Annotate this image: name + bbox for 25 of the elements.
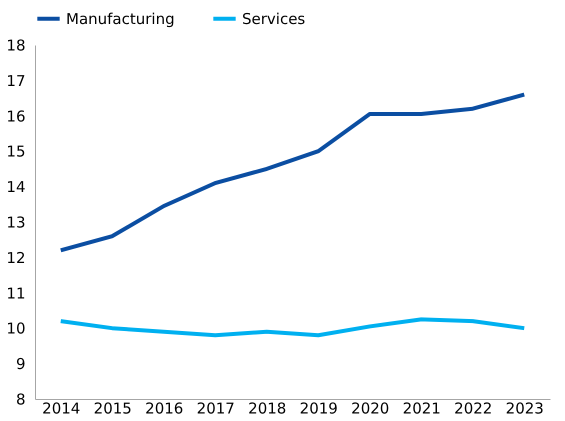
x-tick-label: 2016: [145, 400, 184, 418]
x-tick-label: 2020: [351, 400, 390, 418]
legend-label: Services: [242, 10, 306, 28]
y-tick-label: 18: [6, 36, 26, 54]
x-tick-label: 2015: [94, 400, 132, 418]
y-tick-label: 14: [6, 178, 26, 196]
x-tick-label: 2021: [402, 400, 441, 418]
y-tick-label: 8: [16, 390, 26, 408]
y-tick-label: 10: [6, 320, 26, 338]
x-tick-label: 2022: [454, 400, 492, 418]
x-tick-label: 2017: [196, 400, 235, 418]
line-series: [58, 317, 526, 338]
y-tick-label: 17: [6, 72, 26, 90]
x-tick-label: 2014: [42, 400, 80, 418]
x-tick-label: 2023: [506, 400, 544, 418]
y-tick-label: 13: [6, 214, 26, 232]
y-tick-label: 15: [6, 142, 26, 161]
y-tick-label: 16: [6, 107, 26, 126]
line-series: [58, 92, 526, 252]
y-tick-label: 9: [16, 355, 26, 374]
y-tick-label: 12: [6, 248, 26, 267]
x-tick-label: 2018: [248, 400, 286, 418]
legend-label: Manufacturing: [66, 10, 175, 28]
x-tick-label: 2019: [300, 400, 338, 418]
y-tick-label: 11: [6, 284, 26, 302]
